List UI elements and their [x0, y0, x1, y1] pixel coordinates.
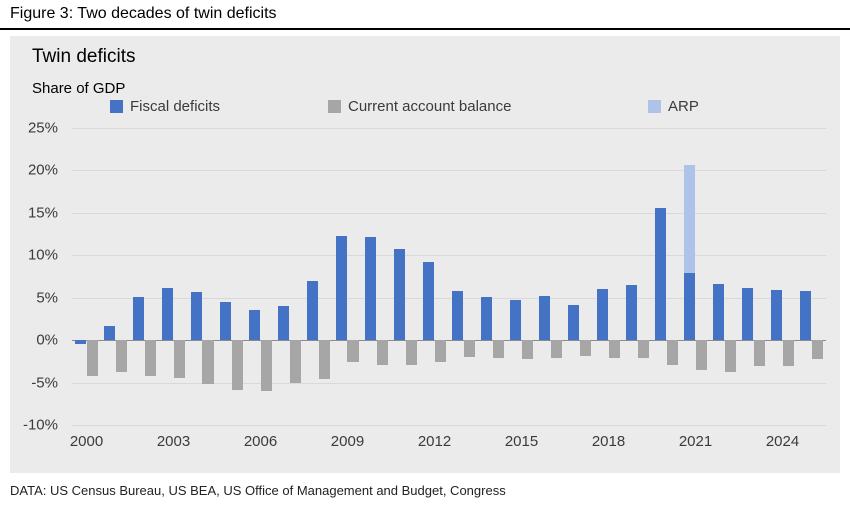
x-tick-label-2015: 2015: [504, 433, 539, 450]
bar-current-account-2010: [376, 340, 389, 365]
bar-fiscal-2011: [393, 249, 406, 341]
bar-current-account-2019: [637, 340, 650, 358]
bar-current-account-2006: [260, 340, 273, 392]
bar-current-account-2011: [405, 340, 418, 365]
bar-current-account-2003: [173, 340, 186, 379]
x-tick-label-2018: 2018: [591, 433, 626, 450]
plot-area: [72, 128, 826, 426]
gridline-15: [72, 212, 826, 214]
chart-title: Twin deficits: [32, 46, 136, 67]
x-tick-label-2003: 2003: [156, 433, 191, 450]
bar-current-account-2004: [202, 340, 215, 385]
bar-current-account-2001: [115, 340, 128, 372]
title-underline: [0, 28, 850, 30]
y-tick-label-5: 5%: [36, 289, 58, 307]
bar-current-account-2015: [521, 340, 534, 359]
bar-fiscal-2012: [422, 262, 435, 341]
bar-arp-2021: [683, 165, 696, 274]
bar-fiscal-2014: [480, 296, 493, 341]
y-tick-label-25: 25%: [27, 119, 58, 137]
bar-fiscal-2000: [74, 340, 87, 345]
bar-current-account-2002: [144, 340, 157, 376]
bar-fiscal-2020: [654, 207, 667, 341]
legend-item-fiscal-deficits: Fiscal deficits: [110, 98, 220, 115]
bar-fiscal-2025: [799, 290, 812, 341]
x-tick-label-2012: 2012: [417, 433, 452, 450]
bar-fiscal-2009: [335, 235, 348, 341]
legend-swatch-arp: [648, 100, 661, 113]
bar-current-account-2021: [695, 340, 708, 370]
x-axis-labels: 2000 2003 2006 2009 2012 2015 2018 2021 2024: [69, 425, 826, 455]
gridline-25: [72, 128, 826, 129]
gridline-10: [72, 255, 826, 257]
bar-current-account-2014: [492, 340, 505, 358]
bar-fiscal-2021: [683, 273, 696, 341]
y-tick-label-10: 10%: [27, 246, 58, 264]
bar-fiscal-2002: [132, 296, 145, 341]
legend-swatch-current-account: [328, 100, 341, 113]
bar-current-account-2024: [782, 340, 795, 367]
x-tick-label-2006: 2006: [243, 433, 278, 450]
y-axis-labels: 25% 20% 15% 10% 5% 0% -5% -10%: [10, 120, 66, 434]
bar-current-account-2020: [666, 340, 679, 365]
bar-fiscal-2003: [161, 287, 174, 341]
y-tick-label-0: 0%: [36, 331, 58, 349]
gridline--5: [72, 382, 826, 384]
legend-swatch-fiscal-deficits: [110, 100, 123, 113]
chart-panel: Twin deficits Share of GDP Fiscal defici…: [10, 36, 840, 473]
legend-label-current-account: Current account balance: [348, 98, 512, 115]
bar-fiscal-2023: [741, 287, 754, 341]
bar-fiscal-2019: [625, 284, 638, 341]
bar-fiscal-2018: [596, 289, 609, 341]
chart-subtitle: Share of GDP: [32, 80, 126, 97]
y-tick-label-20: 20%: [27, 161, 58, 179]
bar-current-account-2018: [608, 340, 621, 358]
bar-fiscal-2001: [103, 325, 116, 341]
bar-current-account-2005: [231, 340, 244, 391]
legend-item-current-account: Current account balance: [328, 98, 511, 115]
bar-current-account-2000: [86, 340, 99, 376]
bar-current-account-2025: [811, 340, 824, 359]
x-tick-label-2000: 2000: [69, 433, 104, 450]
bar-fiscal-2024: [770, 290, 783, 341]
bar-fiscal-2015: [509, 300, 522, 341]
bar-fiscal-2022: [712, 284, 725, 341]
gridline--10: [72, 425, 826, 426]
x-tick-label-2024: 2024: [765, 433, 800, 450]
bar-fiscal-2005: [219, 301, 232, 341]
bar-current-account-2009: [347, 340, 360, 363]
bar-fiscal-2016: [538, 296, 551, 341]
y-tick-label--5: -5%: [31, 374, 58, 392]
y-tick-label--10: -10%: [22, 416, 58, 434]
x-tick-label-2021: 2021: [678, 433, 713, 450]
x-tick-label-2009: 2009: [330, 433, 365, 450]
bar-fiscal-2008: [306, 280, 319, 341]
bar-fiscal-2004: [190, 291, 203, 341]
legend-item-arp: ARP: [648, 98, 699, 115]
figure-title: Figure 3: Two decades of twin deficits: [10, 5, 277, 22]
bar-current-account-2007: [289, 340, 302, 383]
bar-current-account-2008: [318, 340, 331, 380]
bar-fiscal-2013: [451, 290, 464, 341]
legend-label-fiscal-deficits: Fiscal deficits: [130, 98, 221, 115]
bar-fiscal-2007: [277, 306, 290, 341]
gridline-5: [72, 297, 826, 299]
data-source-caption: DATA: US Census Bureau, US BEA, US Offic…: [10, 483, 506, 498]
y-tick-label-15: 15%: [27, 204, 58, 222]
bar-current-account-2016: [550, 340, 563, 358]
gridline-0: [72, 340, 826, 342]
bar-current-account-2023: [753, 340, 766, 366]
gridline-20: [72, 170, 826, 172]
bar-fiscal-2010: [364, 237, 377, 341]
bar-current-account-2012: [434, 340, 447, 363]
bar-current-account-2022: [724, 340, 737, 373]
bar-fiscal-2006: [248, 310, 261, 341]
legend-label-arp: ARP: [668, 98, 699, 115]
bar-current-account-2017: [579, 340, 592, 357]
bar-fiscal-2017: [567, 304, 580, 341]
bar-current-account-2013: [463, 340, 476, 358]
